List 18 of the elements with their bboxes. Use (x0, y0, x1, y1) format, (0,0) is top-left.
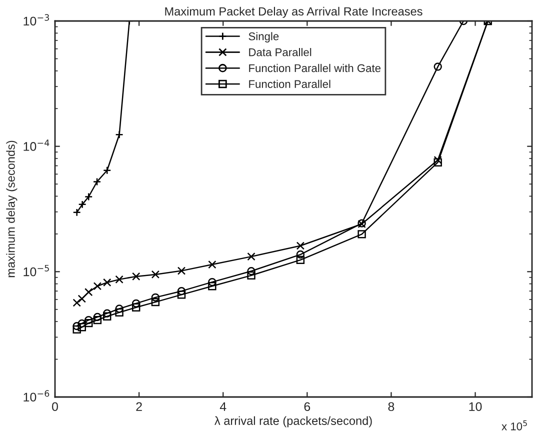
chart-title: Maximum Packet Delay as Arrival Rate Increases (165, 6, 422, 18)
y-tick-label: 10$^{−4}$ (24, 140, 50, 151)
x-tick-label: 0 (52, 402, 58, 412)
y-tick-label: 10$^{−5}$ (24, 264, 49, 276)
legend-label: Single (248, 32, 279, 42)
x-tick-label: 2 (136, 402, 142, 411)
legend-label: Data Parallel (249, 48, 312, 56)
x-tick-label: 8 (388, 402, 394, 412)
legend-label: Function Parallel (249, 80, 330, 88)
x-tick-label: 10 (469, 402, 482, 412)
y-tick-label: 10$^{−3}$ (24, 14, 49, 26)
text: x 10$^{5}$ (502, 420, 527, 430)
legend-label: Function Parallel with Gate (249, 64, 381, 72)
y-axis-title: maximum delay (seconds) (6, 140, 18, 278)
y-tick-label: 10$^{−6}$ (24, 390, 50, 402)
x-tick-label: 6 (304, 402, 310, 412)
x-tick-label: 4 (220, 402, 226, 411)
x-axis-title: λ arrival rate (packets/second) (214, 416, 372, 428)
